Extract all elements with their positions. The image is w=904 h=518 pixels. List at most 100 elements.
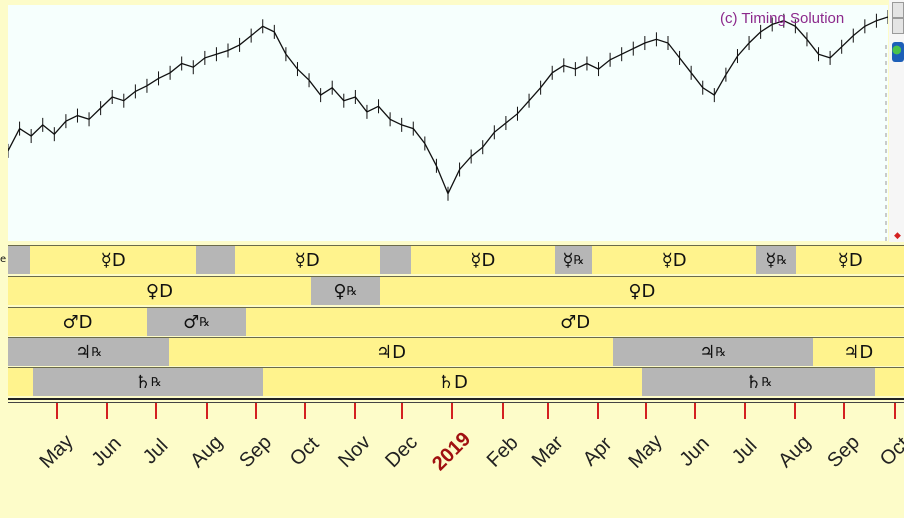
month-tick: [401, 403, 404, 419]
month-tick: [596, 403, 599, 419]
month-tick: [304, 403, 307, 419]
jupiter-segment-label: ♃D: [843, 341, 874, 363]
month-label: Oct: [286, 432, 324, 471]
month-tick: [694, 403, 697, 419]
scroll-up-button[interactable]: [892, 2, 904, 18]
mars-segment-label: ♂D: [62, 311, 93, 333]
jupiter-segment: ♃ ℞: [612, 338, 813, 366]
venus-segment: ♀D: [8, 277, 311, 305]
month-label: Dec: [381, 431, 423, 473]
month-tick: [205, 403, 208, 419]
year-label: 2019: [427, 428, 475, 476]
month-label: May: [624, 430, 667, 473]
jupiter-segment: ♃D: [813, 338, 904, 366]
month-label: Feb: [482, 431, 523, 472]
month-label: Jun: [87, 432, 126, 471]
retrograde-symbol: ℞: [573, 253, 585, 267]
scroll-down-button[interactable]: [892, 18, 904, 34]
saturn-segment: ♄ ℞: [33, 368, 264, 396]
month-tick: [501, 403, 504, 419]
retrograde-symbol: ℞: [715, 345, 727, 359]
mars-segment-label: ♂: [183, 311, 200, 333]
mercury-segment-label: ☿D: [294, 249, 320, 271]
month-label: May: [35, 430, 79, 473]
mercury-segment: ☿D: [30, 246, 196, 274]
month-label: Aug: [186, 431, 227, 473]
mercury-segment-label: ☿: [562, 249, 574, 271]
mercury-segment-label: ☿D: [100, 249, 126, 271]
month-label: Sep: [235, 431, 277, 473]
saturn-segment: [8, 368, 33, 396]
saturn-bar[interactable]: ♄ ℞ ♄D ♄ ℞: [8, 367, 904, 396]
mercury-segment-label: ☿D: [837, 249, 863, 271]
venus-segment-label: ♀: [333, 280, 347, 302]
mercury-segment-label: ☿: [765, 249, 777, 271]
mercury-segment: ☿D: [592, 246, 756, 274]
jupiter-segment: ♃D: [169, 338, 613, 366]
month-label: Mar: [527, 431, 568, 472]
venus-segment-label: ♀D: [145, 280, 173, 302]
month-label: Nov: [334, 431, 375, 473]
venus-segment-label: ♀D: [628, 280, 656, 302]
month-tick: [56, 403, 59, 419]
mercury-segment: [379, 246, 412, 274]
jupiter-segment-label: ♃: [75, 341, 92, 363]
row-edge-label: e: [0, 254, 7, 265]
jupiter-segment-label: ♃D: [376, 341, 407, 363]
retrograde-symbol: ℞: [776, 253, 788, 267]
month-tick: [547, 403, 550, 419]
month-label: Apr: [578, 432, 616, 471]
mars-bar[interactable]: ♂D ♂ ℞ ♂D: [8, 307, 904, 336]
month-tick: [842, 403, 845, 419]
time-axis-line: [8, 398, 904, 400]
month-label: Jul: [727, 434, 761, 469]
saturn-segment-label: ♄: [745, 371, 762, 393]
price-line-svg: [7, 10, 889, 241]
saturn-segment-label: ♄: [134, 371, 151, 393]
saturn-segment: ♄D: [263, 368, 642, 396]
month-tick: [644, 403, 647, 419]
month-tick: [793, 403, 796, 419]
mercury-segment: ☿ ℞: [554, 246, 593, 274]
month-label: Jun: [675, 432, 715, 471]
mercury-segment: ☿D: [411, 246, 554, 274]
retrograde-symbol: ℞: [199, 315, 211, 329]
retrograde-symbol: ℞: [346, 284, 358, 298]
month-tick: [894, 403, 897, 419]
mercury-segment-label: ☿D: [470, 249, 496, 271]
price-series-line: [7, 16, 889, 196]
month-tick: [105, 403, 108, 419]
month-label: Aug: [773, 431, 815, 473]
right-toolbar: [889, 0, 904, 242]
retrograde-symbol: ℞: [761, 375, 773, 389]
jupiter-segment: ♃ ℞: [8, 338, 170, 366]
time-axis-underline: [8, 402, 904, 403]
month-tick: [353, 403, 356, 419]
month-label: Oct: [875, 432, 904, 471]
mercury-segment: [196, 246, 235, 274]
saturn-segment: [875, 368, 904, 396]
marker-icon: ◆: [894, 231, 901, 241]
venus-segment: ♀D: [380, 277, 904, 305]
mercury-bar[interactable]: ☿D ☿D ☿D ☿ ℞ ☿D ☿ ℞ ☿D: [8, 245, 904, 274]
globe-icon[interactable]: [892, 42, 904, 62]
venus-bar[interactable]: ♀D ♀ ℞ ♀D: [8, 276, 904, 305]
mars-segment: ♂D: [8, 308, 147, 336]
month-tick: [255, 403, 258, 419]
mercury-segment: ☿D: [235, 246, 380, 274]
mercury-segment: ☿D: [796, 246, 904, 274]
month-tick: [154, 403, 157, 419]
month-tick: [743, 403, 746, 419]
price-chart[interactable]: [7, 5, 889, 241]
saturn-segment: ♄ ℞: [642, 368, 876, 396]
retrograde-symbol: ℞: [91, 345, 103, 359]
mars-segment: ♂D: [246, 308, 904, 336]
jupiter-bar[interactable]: ♃ ℞ ♃D ♃ ℞ ♃D: [8, 337, 904, 366]
mercury-segment: [8, 246, 31, 274]
mars-segment-label: ♂D: [560, 311, 591, 333]
month-tick: [450, 403, 453, 419]
copyright-text: (c) Timing Solution: [720, 10, 845, 27]
mars-segment: ♂ ℞: [146, 308, 247, 336]
retrograde-symbol: ℞: [150, 375, 162, 389]
month-label: Jul: [138, 434, 173, 469]
